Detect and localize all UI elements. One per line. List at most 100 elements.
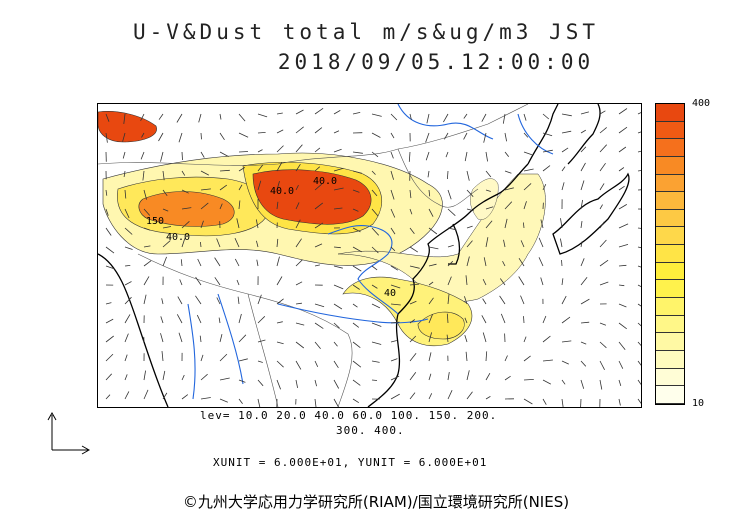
wind-arrow [162,208,169,212]
wind-arrow [504,132,507,142]
wind-arrow [238,132,249,138]
wind-arrow [314,360,319,367]
wind-arrow [599,360,605,370]
wind-arrow [390,246,396,252]
wind-arrow [124,265,131,267]
wind-arrow [409,392,416,400]
wind-arrow [333,246,341,249]
wind-arrow [219,132,225,141]
wind-arrow [234,238,240,248]
colorbar-swatch [656,386,684,404]
wind-arrow [352,398,360,404]
wind-arrow [618,398,621,406]
wind-arrow [257,113,268,118]
wind-arrow [409,113,412,120]
axis-arrows-icon [47,411,90,455]
wind-arrow [122,132,126,142]
wind-arrow [447,227,457,231]
wind-arrow [485,220,493,229]
wind-arrow [618,379,622,387]
wind-arrow [463,113,468,119]
contour-label: 40 [384,288,396,299]
wind-arrow [637,150,641,153]
wind-arrow [333,167,344,172]
wind-arrow [257,149,263,153]
wind-arrow [599,110,606,115]
wind-arrow [446,313,449,324]
wind-arrow [352,322,360,328]
wind-arrow [314,322,324,329]
wind-arrow [238,184,243,191]
wind-arrow [428,314,433,324]
wind-arrow [561,113,572,117]
wind-arrow [485,151,488,162]
colorbar-swatch [656,315,684,334]
wind-arrow [390,375,400,381]
wind-arrow [447,390,453,400]
wind-arrow [447,208,456,216]
wind-arrow [295,202,300,210]
wind-arrow [352,284,360,290]
wind-arrow [352,170,362,174]
wind-arrow [176,113,183,123]
wind-arrow [314,379,317,387]
wind-arrow [580,360,587,367]
wind-arrow [618,284,625,287]
wind-arrow [124,246,133,250]
wind-arrow [314,243,323,248]
wind-arrow [236,218,240,229]
wind-arrow [464,334,468,343]
wind-arrow [295,259,303,267]
wind-arrow [409,208,413,215]
wind-arrow [428,246,439,250]
wind-arrow [257,316,266,324]
wind-arrow [485,170,492,178]
wind-arrow [352,360,362,368]
wind-arrow [314,166,321,172]
wind-arrow [181,374,185,381]
wind-arrow [500,313,506,324]
wind-arrow [161,351,164,362]
wind-arrow [523,183,532,191]
wind-arrow [637,322,641,327]
wind-arrow [371,227,379,236]
wind-arrow [371,265,378,271]
wind-arrow [463,132,468,140]
wind-arrow [560,218,563,229]
wind-arrow [520,240,525,248]
wind-arrow [255,219,259,229]
wind-arrow [618,108,628,115]
wind-arrow [618,360,624,369]
wind-arrow [427,170,430,178]
wind-arrow [523,113,527,121]
wind-arrow [333,379,340,389]
wind-arrow [561,379,566,385]
wind-arrow [371,189,378,197]
wind-arrow [105,113,110,122]
wind-arrow [105,189,108,196]
wind-arrow [482,279,487,286]
wind-arrow [561,130,572,134]
wind-arrow [580,241,583,248]
wind-arrow [523,222,525,229]
colorbar-swatch [656,139,684,157]
wind-arrow [352,151,363,154]
wind-arrow [140,151,145,160]
wind-arrow [219,334,223,343]
wind-arrow [276,112,283,115]
contour-levels-line2: 300. 400. [336,424,405,437]
wind-arrow [409,227,415,235]
wind-arrow [124,189,127,199]
contour-levels-line1: lev= 10.0 20.0 40.0 60.0 100. 150. 200. [200,409,498,422]
wind-arrow [181,170,186,176]
wind-arrow [314,398,317,407]
wind-arrow [333,341,338,347]
wind-arrow [504,201,513,210]
wind-arrow [599,144,607,153]
wind-arrow [580,258,585,267]
wind-arrow [214,277,221,286]
wind-arrow [499,278,506,286]
wind-arrow [637,379,641,386]
wind-arrow [481,315,487,324]
wind-arrow [637,341,641,346]
